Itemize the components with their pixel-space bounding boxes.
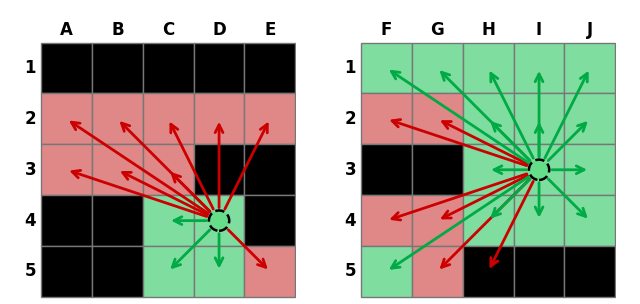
Bar	[412, 195, 463, 246]
Bar	[361, 94, 412, 144]
Bar	[463, 195, 514, 246]
Bar	[514, 43, 564, 94]
Text: 3: 3	[344, 161, 356, 179]
Bar	[463, 94, 514, 144]
Bar	[564, 43, 615, 94]
Text: J: J	[587, 21, 593, 39]
Bar	[361, 43, 412, 94]
Text: B: B	[111, 21, 124, 39]
Text: A: A	[60, 21, 73, 39]
Text: C: C	[162, 21, 174, 39]
Text: 4: 4	[344, 212, 356, 230]
Text: I: I	[536, 21, 542, 39]
Text: D: D	[212, 21, 226, 39]
Bar	[92, 43, 143, 94]
Text: 2: 2	[344, 110, 356, 128]
Circle shape	[529, 160, 549, 180]
Bar	[41, 144, 92, 195]
Text: 5: 5	[344, 262, 356, 281]
Text: 4: 4	[24, 212, 36, 230]
Bar	[41, 195, 92, 246]
Bar	[514, 195, 564, 246]
Text: 2: 2	[24, 110, 36, 128]
Text: G: G	[431, 21, 444, 39]
Bar	[41, 246, 92, 297]
Text: 1: 1	[344, 59, 356, 77]
Text: 1: 1	[24, 59, 36, 77]
Bar	[92, 195, 143, 246]
Text: 3: 3	[24, 161, 36, 179]
Bar	[194, 144, 244, 195]
Bar	[564, 246, 615, 297]
Bar	[244, 195, 295, 246]
Bar	[361, 195, 412, 246]
Bar	[41, 43, 92, 94]
Bar	[412, 94, 463, 144]
Bar	[463, 144, 514, 195]
Bar	[194, 94, 244, 144]
Bar	[194, 43, 244, 94]
Bar	[92, 94, 143, 144]
Bar	[361, 144, 412, 195]
Bar	[361, 246, 412, 297]
Bar	[412, 43, 463, 94]
Bar	[463, 43, 514, 94]
Bar	[194, 195, 244, 246]
Text: E: E	[264, 21, 276, 39]
Bar	[564, 94, 615, 144]
Bar	[143, 94, 194, 144]
Bar	[92, 246, 143, 297]
Bar	[412, 144, 463, 195]
Bar	[41, 94, 92, 144]
Bar	[412, 246, 463, 297]
Bar	[564, 144, 615, 195]
Text: 5: 5	[24, 262, 36, 281]
Bar	[514, 246, 564, 297]
Bar	[244, 94, 295, 144]
Bar	[143, 195, 194, 246]
Bar	[244, 144, 295, 195]
Bar	[143, 246, 194, 297]
Bar	[143, 144, 194, 195]
Text: H: H	[481, 21, 495, 39]
Bar	[244, 246, 295, 297]
Bar	[244, 43, 295, 94]
Bar	[194, 246, 244, 297]
Bar	[564, 195, 615, 246]
Bar	[143, 43, 194, 94]
Bar	[514, 144, 564, 195]
Bar	[463, 246, 514, 297]
Text: F: F	[381, 21, 392, 39]
Circle shape	[209, 210, 229, 231]
Bar	[514, 94, 564, 144]
Bar	[92, 144, 143, 195]
